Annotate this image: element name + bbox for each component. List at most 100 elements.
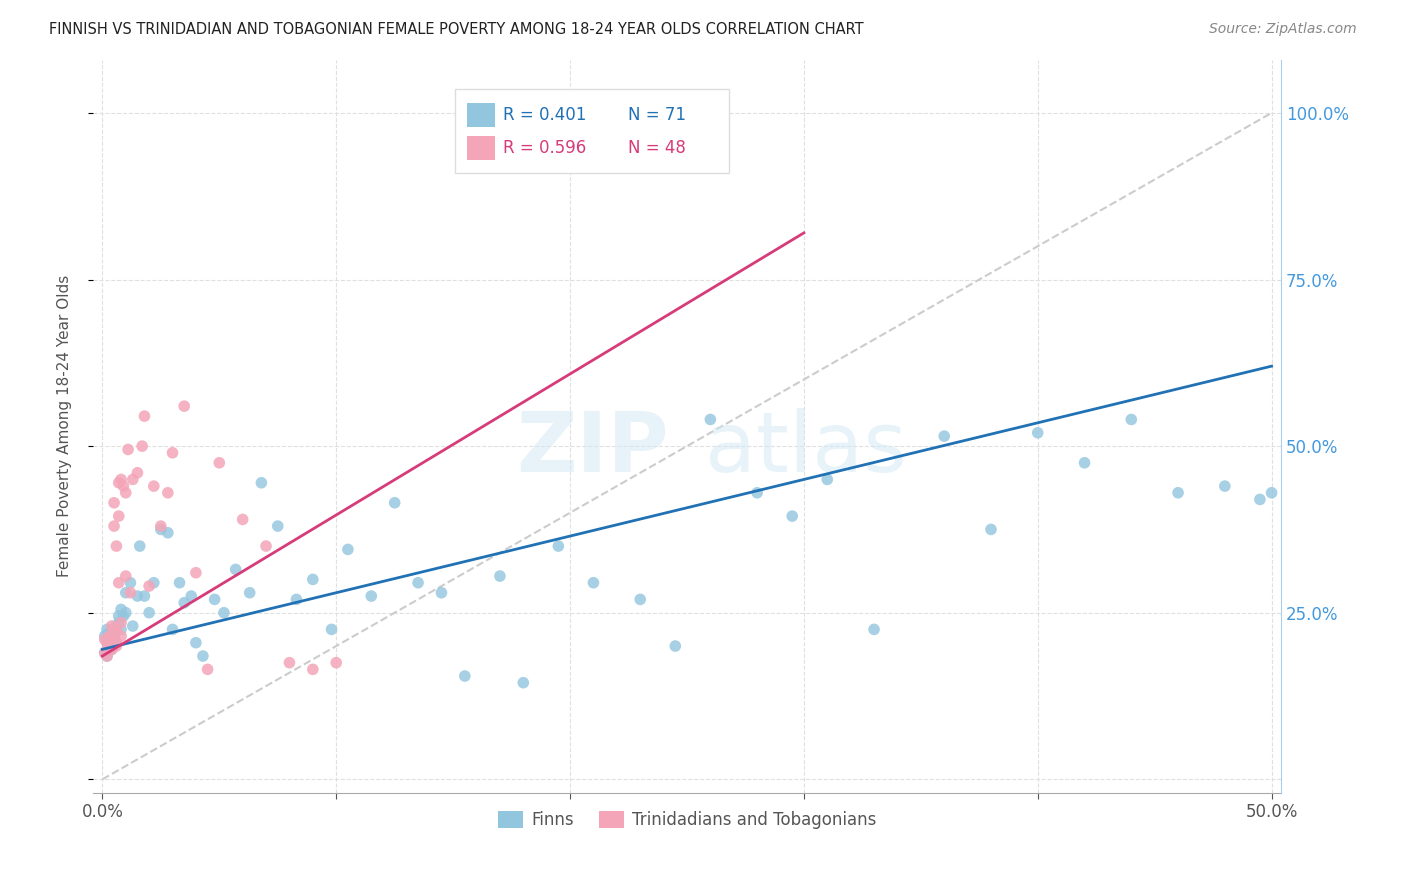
- Point: [96, 636, 118, 650]
- Point: [121, 472, 143, 486]
- Point: [107, 609, 129, 624]
- Point: [105, 623, 128, 637]
- Point: [103, 519, 125, 533]
- Point: [184, 636, 207, 650]
- Point: [204, 592, 226, 607]
- Point: [162, 446, 184, 460]
- Point: [254, 539, 277, 553]
- Point: [142, 575, 165, 590]
- Point: [582, 575, 605, 590]
- Point: [127, 589, 149, 603]
- Point: [105, 619, 128, 633]
- Point: [96, 648, 118, 663]
- Point: [103, 636, 125, 650]
- Point: [250, 475, 273, 490]
- Point: [114, 606, 136, 620]
- Point: [780, 509, 803, 524]
- Text: N = 71: N = 71: [627, 105, 686, 124]
- Point: [162, 623, 184, 637]
- Text: FINNISH VS TRINIDADIAN AND TOBAGONIAN FEMALE POVERTY AMONG 18-24 YEAR OLDS CORRE: FINNISH VS TRINIDADIAN AND TOBAGONIAN FE…: [49, 22, 863, 37]
- Point: [120, 585, 142, 599]
- Point: [105, 639, 128, 653]
- Text: R = 0.401: R = 0.401: [503, 105, 586, 124]
- Point: [100, 629, 122, 643]
- Point: [138, 579, 160, 593]
- Point: [98, 636, 121, 650]
- Point: [301, 573, 323, 587]
- Point: [105, 636, 128, 650]
- Point: [180, 589, 202, 603]
- Point: [134, 589, 156, 603]
- Point: [107, 575, 129, 590]
- Point: [512, 675, 534, 690]
- Point: [103, 496, 125, 510]
- Point: [93, 632, 115, 647]
- Point: [134, 409, 156, 424]
- Point: [110, 615, 132, 630]
- Point: [96, 636, 118, 650]
- Point: [149, 519, 172, 533]
- Point: [406, 575, 429, 590]
- Point: [93, 629, 115, 643]
- Point: [112, 479, 135, 493]
- Point: [278, 656, 301, 670]
- Point: [138, 606, 160, 620]
- Point: [105, 539, 128, 553]
- Point: [149, 523, 172, 537]
- Point: [114, 585, 136, 599]
- Point: [285, 592, 308, 607]
- Point: [1073, 456, 1095, 470]
- Legend: Finns, Trinidadians and Tobagonians: Finns, Trinidadians and Tobagonians: [491, 804, 883, 836]
- Point: [142, 479, 165, 493]
- Point: [114, 569, 136, 583]
- Point: [100, 619, 122, 633]
- Point: [98, 625, 121, 640]
- Point: [208, 456, 231, 470]
- Point: [127, 466, 149, 480]
- Point: [454, 669, 477, 683]
- Point: [96, 642, 118, 657]
- Point: [325, 656, 347, 670]
- Point: [112, 609, 135, 624]
- Point: [360, 589, 382, 603]
- Bar: [467, 136, 495, 160]
- Point: [384, 496, 406, 510]
- Point: [103, 623, 125, 637]
- Point: [980, 523, 1002, 537]
- Point: [98, 632, 121, 647]
- Point: [110, 623, 132, 637]
- Point: [191, 648, 214, 663]
- Point: [107, 615, 129, 630]
- Point: [699, 412, 721, 426]
- Point: [239, 585, 262, 599]
- Text: Source: ZipAtlas.com: Source: ZipAtlas.com: [1209, 22, 1357, 37]
- Bar: [467, 103, 495, 127]
- Point: [321, 623, 343, 637]
- Point: [156, 525, 179, 540]
- Point: [107, 509, 129, 524]
- Point: [934, 429, 956, 443]
- Point: [547, 539, 569, 553]
- Point: [197, 662, 219, 676]
- Point: [110, 472, 132, 486]
- Point: [121, 619, 143, 633]
- Point: [114, 485, 136, 500]
- Point: [100, 623, 122, 637]
- Point: [267, 519, 290, 533]
- Point: [863, 623, 886, 637]
- Text: ZIP: ZIP: [516, 408, 669, 489]
- FancyBboxPatch shape: [456, 89, 728, 173]
- Point: [98, 629, 121, 643]
- Point: [336, 542, 359, 557]
- Point: [120, 575, 142, 590]
- Point: [1121, 412, 1143, 426]
- Point: [1260, 485, 1282, 500]
- Point: [100, 642, 122, 657]
- Point: [1026, 425, 1049, 440]
- Point: [1167, 485, 1189, 500]
- Point: [128, 539, 150, 553]
- Point: [93, 646, 115, 660]
- Point: [489, 569, 512, 583]
- Point: [225, 562, 247, 576]
- Point: [430, 585, 453, 599]
